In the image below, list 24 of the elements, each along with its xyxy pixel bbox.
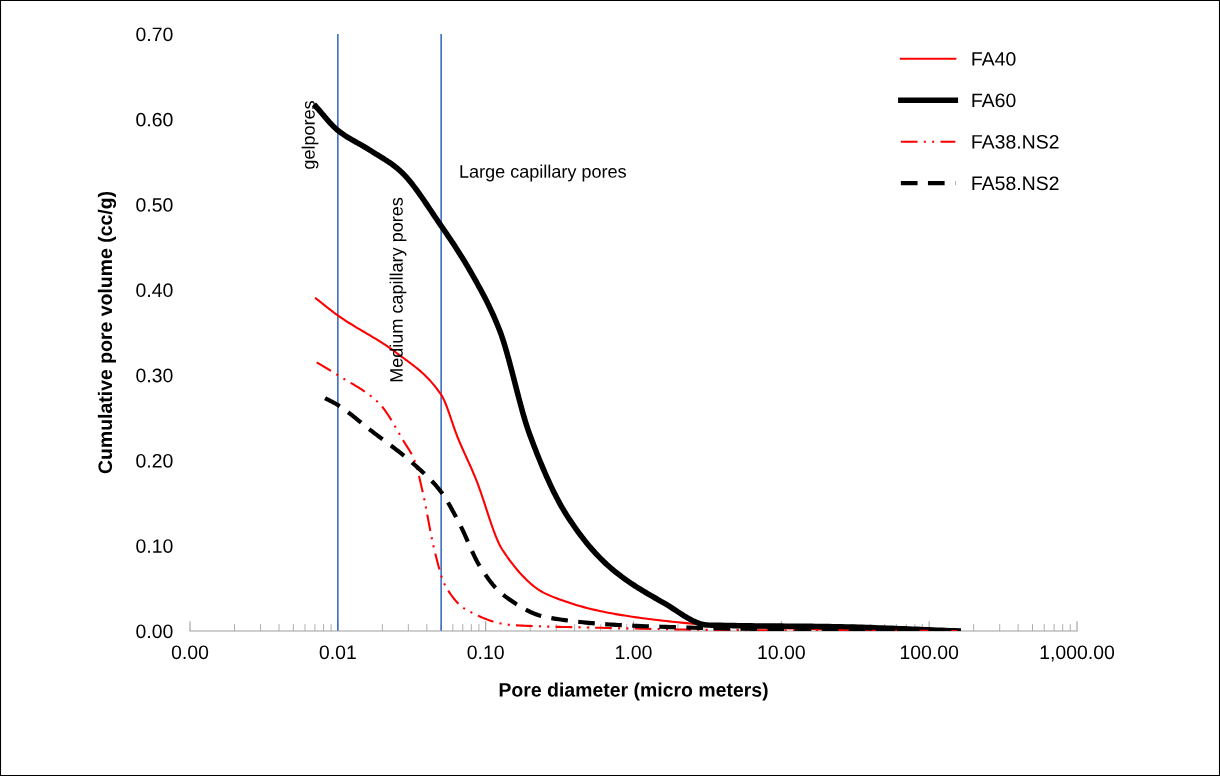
annotation: gelpores xyxy=(301,101,319,169)
y-tick-label: 0.10 xyxy=(136,539,173,553)
legend-label: FA40 xyxy=(972,52,1016,66)
y-tick-label: 0.30 xyxy=(136,368,173,383)
x-tick-label: 10.00 xyxy=(758,645,805,660)
annotation: Medium capillary pores xyxy=(389,197,407,382)
annotation: Large capillary pores xyxy=(460,164,626,182)
x-tick-label: 1.00 xyxy=(616,645,652,660)
legend-label: FA60 xyxy=(972,93,1016,108)
x-tick-label: 0.10 xyxy=(467,645,504,660)
y-tick-label: 0.00 xyxy=(136,624,173,639)
y-tick-label: 0.20 xyxy=(136,453,173,468)
legend-label: FA38.NS2 xyxy=(972,134,1059,149)
x-axis-title: Pore diameter (micro meters) xyxy=(499,682,768,701)
x-tick-label: 1,000.00 xyxy=(1040,645,1115,662)
x-tick-label: 100.00 xyxy=(900,645,959,660)
legend-label: FA58.NS2 xyxy=(972,176,1059,191)
y-axis-title: Cumulative pore volume (cc/g) xyxy=(97,191,117,474)
y-tick-label: 0.70 xyxy=(136,27,173,42)
y-tick-label: 0.60 xyxy=(136,112,173,127)
y-tick-label: 0.40 xyxy=(136,283,173,298)
y-tick-label: 0.50 xyxy=(136,198,173,212)
x-tick-label: 0.00 xyxy=(171,645,209,660)
x-tick-label: 0.01 xyxy=(319,645,356,660)
